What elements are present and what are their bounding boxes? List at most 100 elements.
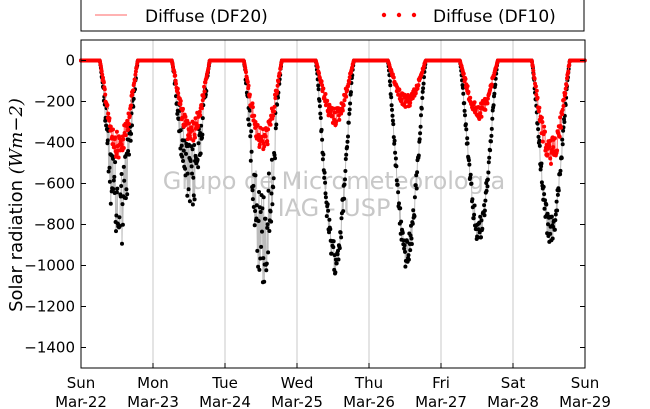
df10-point-398	[250, 105, 255, 110]
global-point-1074	[543, 198, 547, 203]
global-point-439	[268, 209, 273, 214]
df10-point-242	[183, 114, 188, 119]
df10-point-561	[321, 86, 326, 91]
global-point-572	[326, 208, 331, 213]
global-point-599	[337, 246, 342, 251]
df10-point-936	[483, 107, 488, 112]
global-point-262	[192, 143, 197, 147]
df10-point-63	[106, 111, 111, 116]
global-point-1067	[539, 180, 544, 185]
global-point-1097	[552, 227, 557, 232]
global-point-566	[323, 191, 328, 196]
y-axis-label-unit: (Wm−2)	[6, 98, 27, 174]
df10-point-1125	[565, 76, 569, 81]
df10-point-432	[265, 142, 270, 147]
global-point-601	[338, 230, 343, 235]
df10-point-455	[275, 83, 280, 88]
df10-point-1128	[566, 69, 571, 74]
global-point-1061	[537, 138, 542, 143]
y-axis-label-text: Solar radiation	[6, 174, 27, 312]
df10-point-1117	[561, 104, 566, 108]
df10-point-236	[181, 106, 185, 111]
global-point-603	[339, 216, 344, 221]
df10-point-280	[200, 106, 204, 111]
global-point-1114	[560, 137, 565, 142]
global-point-895	[465, 141, 470, 146]
df10-point-401	[252, 113, 257, 118]
legend: Diffuse (DF20) Diffuse (DF10)	[80, 0, 585, 32]
df10-point-927	[479, 114, 484, 119]
global-point-789	[419, 106, 424, 111]
global-point-951	[489, 126, 494, 131]
df10-point-79	[113, 135, 118, 140]
global-point-717	[388, 92, 393, 97]
global-point-391	[247, 108, 252, 113]
y-axis-label: Solar radiation (Wm−2)	[6, 98, 27, 312]
global-point-89	[117, 215, 122, 220]
global-point-945	[487, 155, 492, 160]
df10-point-271	[196, 123, 201, 128]
df10-point-231	[178, 99, 183, 103]
x-tick-label-date-6: Mar-28	[487, 393, 539, 409]
global-point-392	[248, 134, 253, 139]
global-point-451	[273, 126, 278, 131]
global-point-246	[185, 193, 190, 198]
global-point-1077	[544, 202, 549, 207]
y-tick-label-2: −400	[34, 134, 75, 152]
global-point-782	[416, 153, 421, 158]
x-tick-label-date-7: Mar-29	[559, 393, 611, 409]
df10-point-1074	[543, 129, 547, 134]
global-point-889	[463, 113, 467, 118]
global-point-116	[129, 131, 134, 136]
global-point-613	[343, 157, 348, 161]
global-point-271	[196, 165, 201, 170]
global-point-952	[490, 116, 495, 121]
global-point-766	[409, 242, 414, 246]
global-point-107	[125, 192, 130, 197]
df10-point-1084	[547, 144, 552, 149]
global-point-565	[323, 180, 328, 185]
df10-point-397	[250, 101, 255, 106]
global-point-424	[262, 279, 267, 284]
global-point-718	[389, 95, 394, 100]
df10-point-61	[105, 103, 110, 108]
global-point-584	[331, 245, 336, 250]
y-tick-label-6: −1200	[24, 298, 75, 316]
global-point-62	[105, 138, 110, 143]
df10-point-279	[199, 103, 204, 107]
global-point-243	[184, 151, 188, 156]
global-point-612	[343, 169, 348, 173]
x-tick-label-day-5: Fri	[432, 374, 450, 392]
y-tick-label-1: −200	[34, 93, 75, 111]
global-point-721	[390, 113, 395, 118]
df10-point-622	[347, 75, 352, 80]
global-point-404	[253, 173, 258, 178]
global-point-596	[336, 257, 341, 262]
df10-point-439	[268, 122, 273, 127]
global-point-452	[274, 122, 279, 127]
legend-box	[80, 0, 585, 32]
global-point-415	[258, 256, 263, 261]
global-point-255	[189, 144, 194, 149]
df10-point-551	[317, 71, 321, 76]
global-point-790	[420, 96, 425, 100]
df10-point-127	[133, 69, 138, 74]
global-point-419	[260, 229, 264, 234]
global-point-82	[114, 213, 119, 218]
global-point-904	[469, 181, 474, 186]
plot-frame	[80, 39, 586, 369]
global-point-569	[324, 214, 329, 219]
global-point-592	[334, 261, 339, 266]
df10-point-1055	[534, 88, 539, 93]
df10-point-72	[110, 134, 115, 139]
df10-point-1093	[551, 145, 556, 150]
global-point-96	[120, 202, 125, 207]
global-point-1059	[536, 134, 541, 139]
df10-point-116	[129, 103, 134, 108]
df10-point-51	[101, 75, 105, 80]
global-point-436	[267, 229, 272, 233]
global-point-941	[485, 184, 490, 189]
global-point-69	[108, 201, 113, 206]
global-point-722	[390, 118, 395, 123]
global-point-417	[259, 244, 264, 249]
